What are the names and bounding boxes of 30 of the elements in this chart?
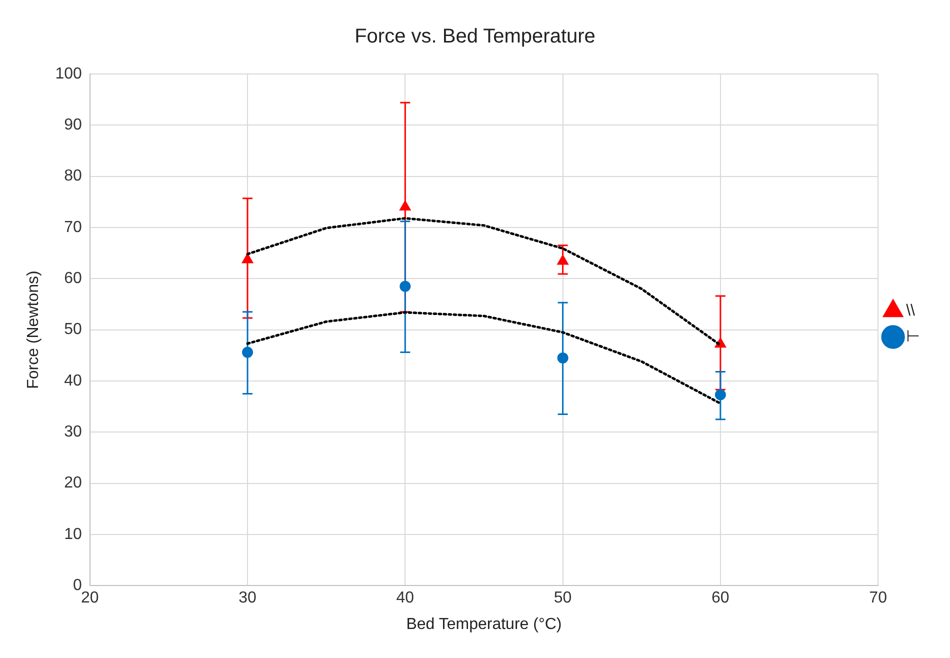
y-tick-label: 10 [64, 526, 82, 543]
point [399, 200, 411, 211]
y-tick-label: 80 [64, 168, 82, 185]
point [557, 352, 568, 364]
point [400, 280, 411, 292]
point [242, 346, 254, 358]
y-tick-label: 20 [64, 474, 82, 492]
x-tick-label: 70 [869, 590, 888, 607]
x-tick-label: 20 [80, 590, 99, 607]
line-series [246, 311, 722, 405]
y-tick-label: 40 [64, 372, 82, 390]
x-tick-label: 60 [712, 590, 730, 607]
y-tick-label: 50 [64, 321, 82, 338]
point [557, 254, 568, 265]
point [242, 253, 254, 264]
x-tick-label: 50 [554, 590, 572, 607]
x-tick-label: 30 [238, 590, 257, 607]
y-axis-title: Force (Newtons) [25, 270, 42, 389]
y-tick-label: 90 [64, 116, 82, 134]
y-tick-label: 30 [64, 424, 82, 441]
x-tick-label: 40 [396, 590, 414, 607]
y-tick-label: 70 [64, 218, 82, 236]
legend-label: \\ [906, 302, 916, 320]
chart-title: Force vs. Bed Temperature [354, 26, 596, 48]
legend-label: ⊢ [906, 328, 920, 346]
y-tick-label: 0 [72, 577, 82, 594]
y-tick-label: 60 [64, 270, 82, 288]
y-tick-label: 100 [55, 65, 82, 82]
point [714, 389, 726, 400]
x-axis-title: Bed Temperature (°C) [406, 616, 562, 633]
